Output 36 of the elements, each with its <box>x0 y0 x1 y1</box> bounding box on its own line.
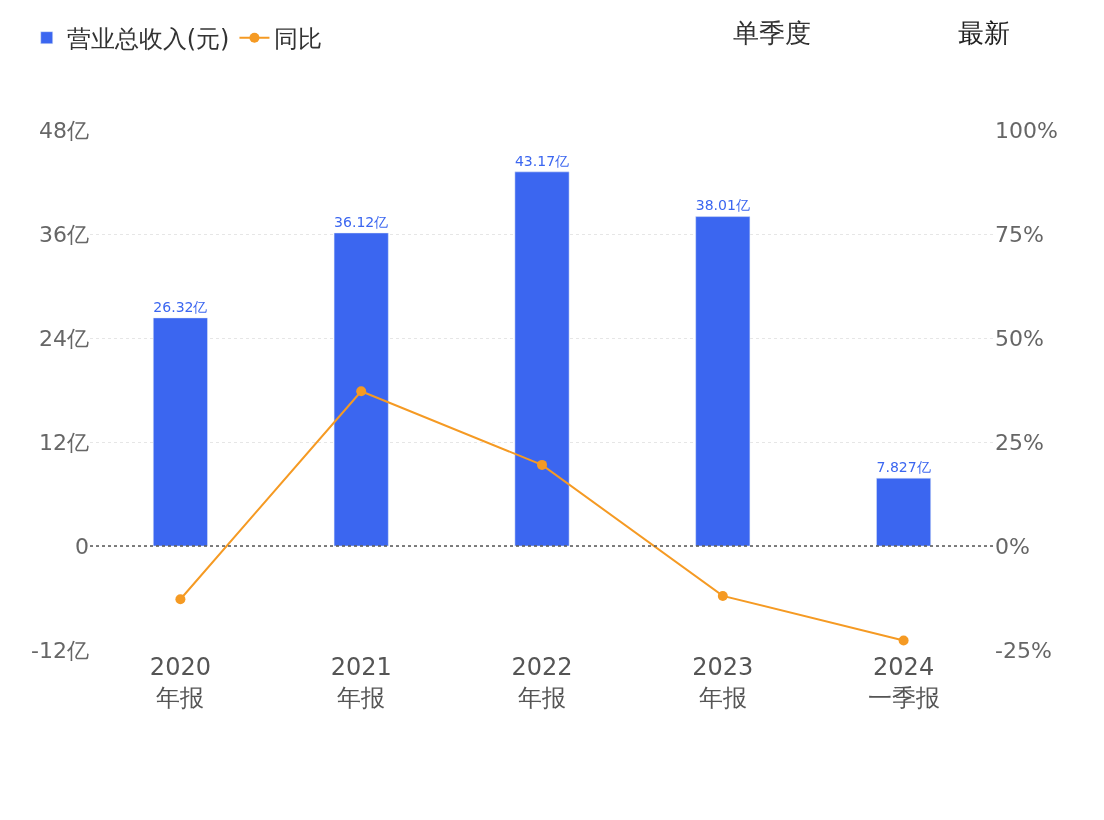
y-tick-label: 0 <box>75 533 89 559</box>
x-tick-label: 2022 年报 <box>511 653 573 713</box>
point <box>898 635 909 646</box>
y-tick-label: 24亿 <box>39 325 89 351</box>
bar <box>695 216 751 547</box>
y-tick-label: 12亿 <box>39 429 89 455</box>
text: 最新 <box>958 18 1010 48</box>
y-tick-label: 36亿 <box>39 221 89 247</box>
y2-tick-label: 25% <box>995 429 1044 455</box>
y2-tick-label: 100% <box>995 117 1058 143</box>
data-label: 43.17亿 <box>514 152 570 169</box>
data-label: 26.32亿 <box>153 298 208 315</box>
y2-tick-label: 0% <box>995 533 1030 559</box>
bar <box>514 171 570 547</box>
point <box>175 594 186 605</box>
text: 单季度 <box>733 18 811 48</box>
x-tick-label: 2023 年报 <box>692 653 754 713</box>
bar <box>333 232 389 547</box>
y2-tick-label: 75% <box>995 221 1044 247</box>
y-tick-label: 48亿 <box>39 117 89 143</box>
y2-tick-label: -25% <box>995 637 1052 663</box>
bar <box>153 317 208 547</box>
legend-label: 同比 <box>274 25 323 54</box>
y-tick-label: -12亿 <box>31 637 89 663</box>
x-tick-label: 2024 一季报 <box>867 653 940 713</box>
y2-tick-label: 50% <box>995 325 1044 351</box>
data-label: 7.827亿 <box>876 458 931 475</box>
bar <box>876 477 931 547</box>
point <box>717 590 728 601</box>
data-label: 38.01亿 <box>695 197 750 214</box>
x-tick-label: 2020 年报 <box>149 653 211 713</box>
point <box>537 459 547 470</box>
point <box>356 386 367 397</box>
legend-label: 营业总收入(元) <box>66 25 230 54</box>
x-tick-label: 2021 年报 <box>330 653 392 713</box>
data-label: 36.12亿 <box>334 213 389 230</box>
